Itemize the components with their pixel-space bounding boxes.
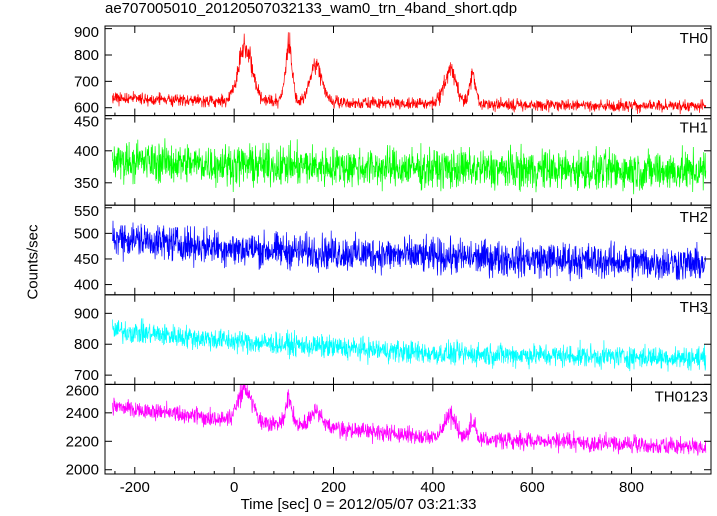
y-tick-label-th1: 400 (74, 143, 99, 160)
x-tick-label: -200 (120, 479, 150, 496)
x-tick-label: 0 (230, 479, 238, 496)
y-tick-label-th2: 500 (74, 225, 99, 242)
y-tick-label-th0: 600 (74, 100, 99, 117)
y-tick-label-th0123: 2200 (66, 433, 99, 450)
y-tick-label-th0: 900 (74, 24, 99, 41)
y-tick-label-th3: 700 (74, 367, 99, 384)
y-tick-label-th2: 550 (74, 203, 99, 220)
y-tick-label-th0: 800 (74, 47, 99, 64)
y-axis-label: Counts/sec (24, 224, 42, 300)
y-tick-label-th0123: 2600 (66, 382, 99, 399)
panel-label-th2: TH2 (680, 209, 708, 226)
y-tick-label-th0123: 2000 (66, 462, 99, 479)
x-tick-label: 600 (520, 479, 545, 496)
x-tick-label: 400 (420, 479, 445, 496)
y-tick-label-th2: 450 (74, 251, 99, 268)
x-axis-label: Time [sec] 0 = 2012/05/07 03:21:33 (240, 496, 477, 513)
panel-label-th3: TH3 (680, 299, 708, 316)
panel-label-th0: TH0 (680, 30, 708, 47)
y-tick-label-th0: 700 (74, 73, 99, 90)
series-line-th1 (112, 138, 707, 195)
series-line-th3 (112, 318, 707, 372)
series-line-th0 (112, 32, 707, 115)
x-tick-label: 800 (619, 479, 644, 496)
panel-label-th0123: TH0123 (655, 388, 708, 405)
y-tick-label-th1: 450 (74, 114, 99, 131)
y-tick-label-th2: 400 (74, 277, 99, 294)
series-line-th2 (112, 220, 707, 282)
chart-title: ae707005010_20120507032133_wam0_trn_4ban… (105, 0, 518, 17)
panel-frame-th0123 (104, 383, 712, 475)
y-tick-label-th3: 900 (74, 305, 99, 322)
x-tick-label: 200 (321, 479, 346, 496)
y-tick-label-th3: 800 (74, 336, 99, 353)
panel-label-th1: TH1 (680, 120, 708, 137)
series-line-th0123 (112, 384, 707, 456)
y-tick-label-th1: 350 (74, 175, 99, 192)
y-tick-label-th0123: 2400 (66, 405, 99, 422)
